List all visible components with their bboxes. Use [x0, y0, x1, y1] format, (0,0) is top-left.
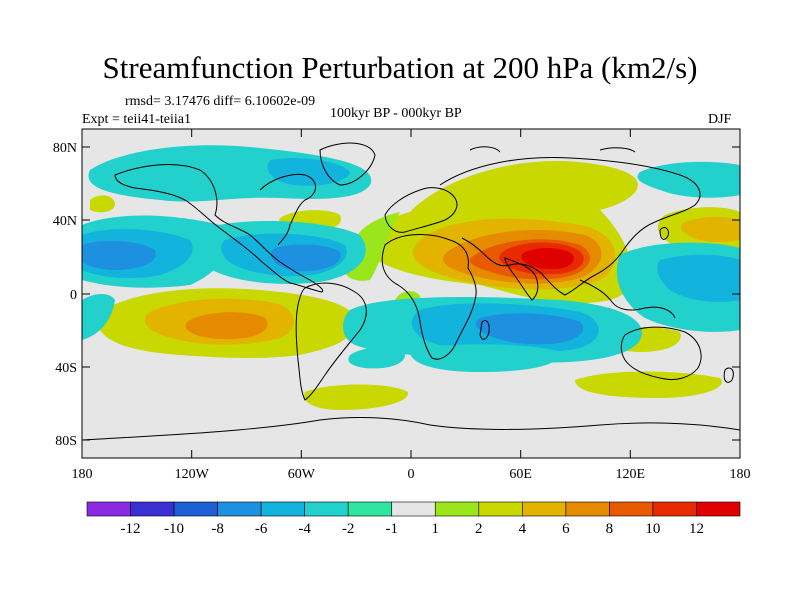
y-tick-label: 80S	[55, 434, 77, 449]
x-tick-label: 120E	[616, 467, 646, 482]
negative-center-north-atlantic	[271, 244, 341, 272]
coast-antarctica	[82, 417, 740, 441]
y-tick-label: 40S	[55, 361, 77, 376]
x-tick-label: 60W	[288, 467, 316, 482]
colorbar-label: 10	[645, 521, 660, 537]
colorbar-swatch	[304, 501, 349, 517]
colorbar-label: -4	[298, 521, 311, 537]
positive-region-southern-atlantic	[304, 384, 409, 410]
coast-africa	[381, 234, 477, 360]
coast-new-zealand	[723, 367, 734, 383]
positive-center-npacific-east	[680, 216, 740, 243]
negative-center-north-pacific	[82, 240, 156, 270]
y-tick-label: 80N	[53, 141, 77, 156]
positive-center-south-pacific	[185, 312, 268, 340]
negative-center-indian-ocean	[475, 313, 584, 345]
positive-center-south-asia	[521, 248, 575, 270]
colorbar-label: -1	[385, 521, 398, 537]
coast-europe	[384, 187, 458, 233]
colorbar-swatch	[347, 501, 393, 517]
coast-madagascar	[479, 319, 490, 340]
axis-ticks	[81, 129, 741, 458]
colorbar-label: -8	[211, 521, 224, 537]
x-tick-labels: 180 120W 60W 0 60E 120E 180	[72, 467, 751, 482]
colorbar-swatch	[696, 501, 741, 517]
contour-field	[82, 145, 740, 410]
colorbar-swatch	[391, 501, 436, 517]
coast-australia	[620, 326, 702, 381]
y-tick-label: 0	[70, 288, 77, 303]
stats-text: rmsd= 3.17476 diff= 6.10602e-09	[125, 94, 316, 109]
negative-region-north-america-inner	[267, 158, 350, 186]
positive-region-npacific-small	[90, 195, 115, 213]
negative-region-southern-ocean	[409, 344, 561, 372]
colorbar-swatch	[522, 501, 567, 517]
colorbar-swatch	[217, 501, 262, 517]
negative-region-arctic-asia	[637, 161, 740, 198]
colorbar-swatch	[434, 501, 480, 517]
colorbar-labels: -12 -10 -8 -6 -4 -2 -1 1 2 4 6 8 10 12	[121, 521, 704, 537]
colorbar-label: -2	[342, 521, 355, 537]
coast-arctic-islands	[469, 146, 636, 153]
colorbar-swatch	[652, 501, 697, 517]
period-label: 100kyr BP - 000kyr BP	[330, 106, 462, 121]
colorbar-label: 8	[606, 521, 614, 537]
coast-japan	[659, 227, 669, 240]
negative-region-south-pacific-west	[82, 294, 115, 340]
colorbar-swatch	[130, 501, 175, 517]
colorbar-swatch	[609, 501, 654, 517]
colorbar	[86, 501, 741, 517]
map-title: Streamfunction Perturbation at 200 hPa (…	[102, 50, 698, 85]
coast-southeast-asia	[579, 279, 676, 319]
coast-north-america	[114, 164, 324, 293]
y-tick-label: 40N	[53, 214, 77, 229]
coast-south-america	[295, 282, 367, 401]
colorbar-label: -10	[164, 521, 184, 537]
x-tick-label: 180	[730, 467, 751, 482]
colorbar-swatch	[86, 501, 131, 517]
x-tick-label: 60E	[509, 467, 532, 482]
season-label: DJF	[708, 112, 732, 127]
colorbar-label: -12	[121, 521, 141, 537]
colorbar-swatch	[260, 501, 305, 517]
colorbar-label: 6	[562, 521, 570, 537]
negative-region-south-atlantic	[348, 347, 405, 369]
colorbar-label: 12	[689, 521, 704, 537]
colorbar-swatch	[173, 501, 218, 517]
x-tick-label: 180	[72, 467, 93, 482]
coast-greenland	[319, 142, 376, 186]
y-tick-labels: 80N 40N 0 40S 80S	[53, 141, 77, 449]
colorbar-label: 2	[475, 521, 483, 537]
experiment-label: Expt = teii41-teiia1	[82, 112, 191, 127]
coast-india	[504, 257, 539, 301]
colorbar-label: 1	[432, 521, 440, 537]
positive-region-southern-pacific	[575, 371, 722, 398]
x-tick-label: 0	[408, 467, 415, 482]
negative-center-west-pacific	[657, 254, 740, 302]
x-tick-label: 120W	[175, 467, 210, 482]
coast-asia	[439, 157, 701, 296]
colorbar-swatch	[565, 501, 610, 517]
colorbar-label: -6	[255, 521, 268, 537]
coastlines	[82, 142, 740, 441]
colorbar-label: 4	[519, 521, 527, 537]
coast-north-america-east	[259, 173, 316, 246]
colorbar-swatch	[478, 501, 523, 517]
